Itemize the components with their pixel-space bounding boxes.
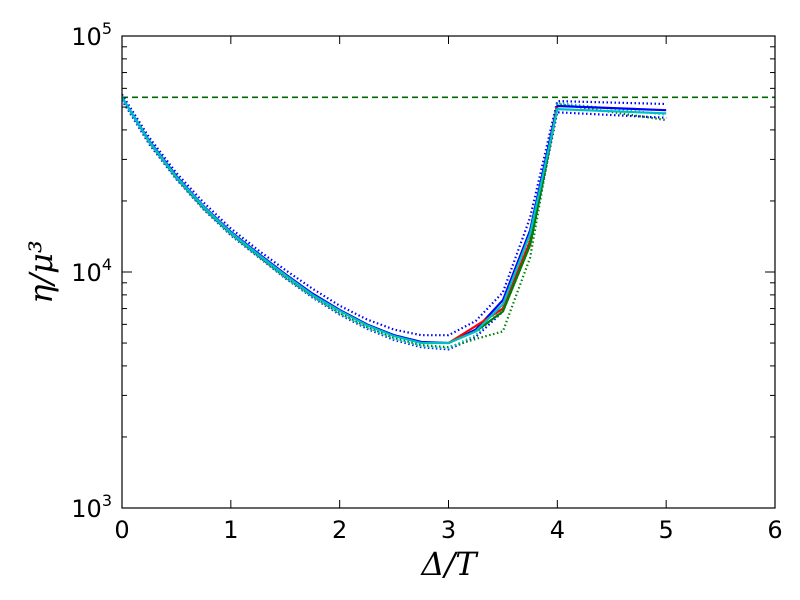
x-tick-label: 2 (332, 516, 347, 544)
tick-labels: 0 1 2 3 4 5 6 103 104 105 (71, 19, 782, 544)
plot-frame (121, 35, 776, 509)
y-tick-label: 105 (71, 19, 112, 51)
x-tick-label: 6 (767, 516, 782, 544)
x-tick-label: 3 (441, 516, 456, 544)
x-tick-label: 1 (223, 516, 238, 544)
series-line-5 (122, 93, 667, 337)
series-group (122, 93, 775, 351)
x-tick-label: 0 (114, 516, 129, 544)
y-axis-label: η/μ³ (22, 240, 60, 304)
x-axis-label: Δ/T (419, 545, 479, 583)
y-tick-label: 104 (71, 255, 112, 287)
x-tick-label: 4 (550, 516, 565, 544)
x-tick-label: 5 (659, 516, 674, 544)
series-line-4 (122, 96, 667, 345)
plot-area (122, 93, 775, 351)
series-line-8 (122, 98, 667, 350)
y-tick-label: 103 (71, 491, 112, 523)
